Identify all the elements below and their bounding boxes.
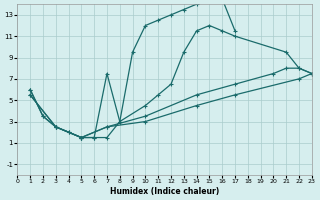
X-axis label: Humidex (Indice chaleur): Humidex (Indice chaleur) xyxy=(110,187,219,196)
